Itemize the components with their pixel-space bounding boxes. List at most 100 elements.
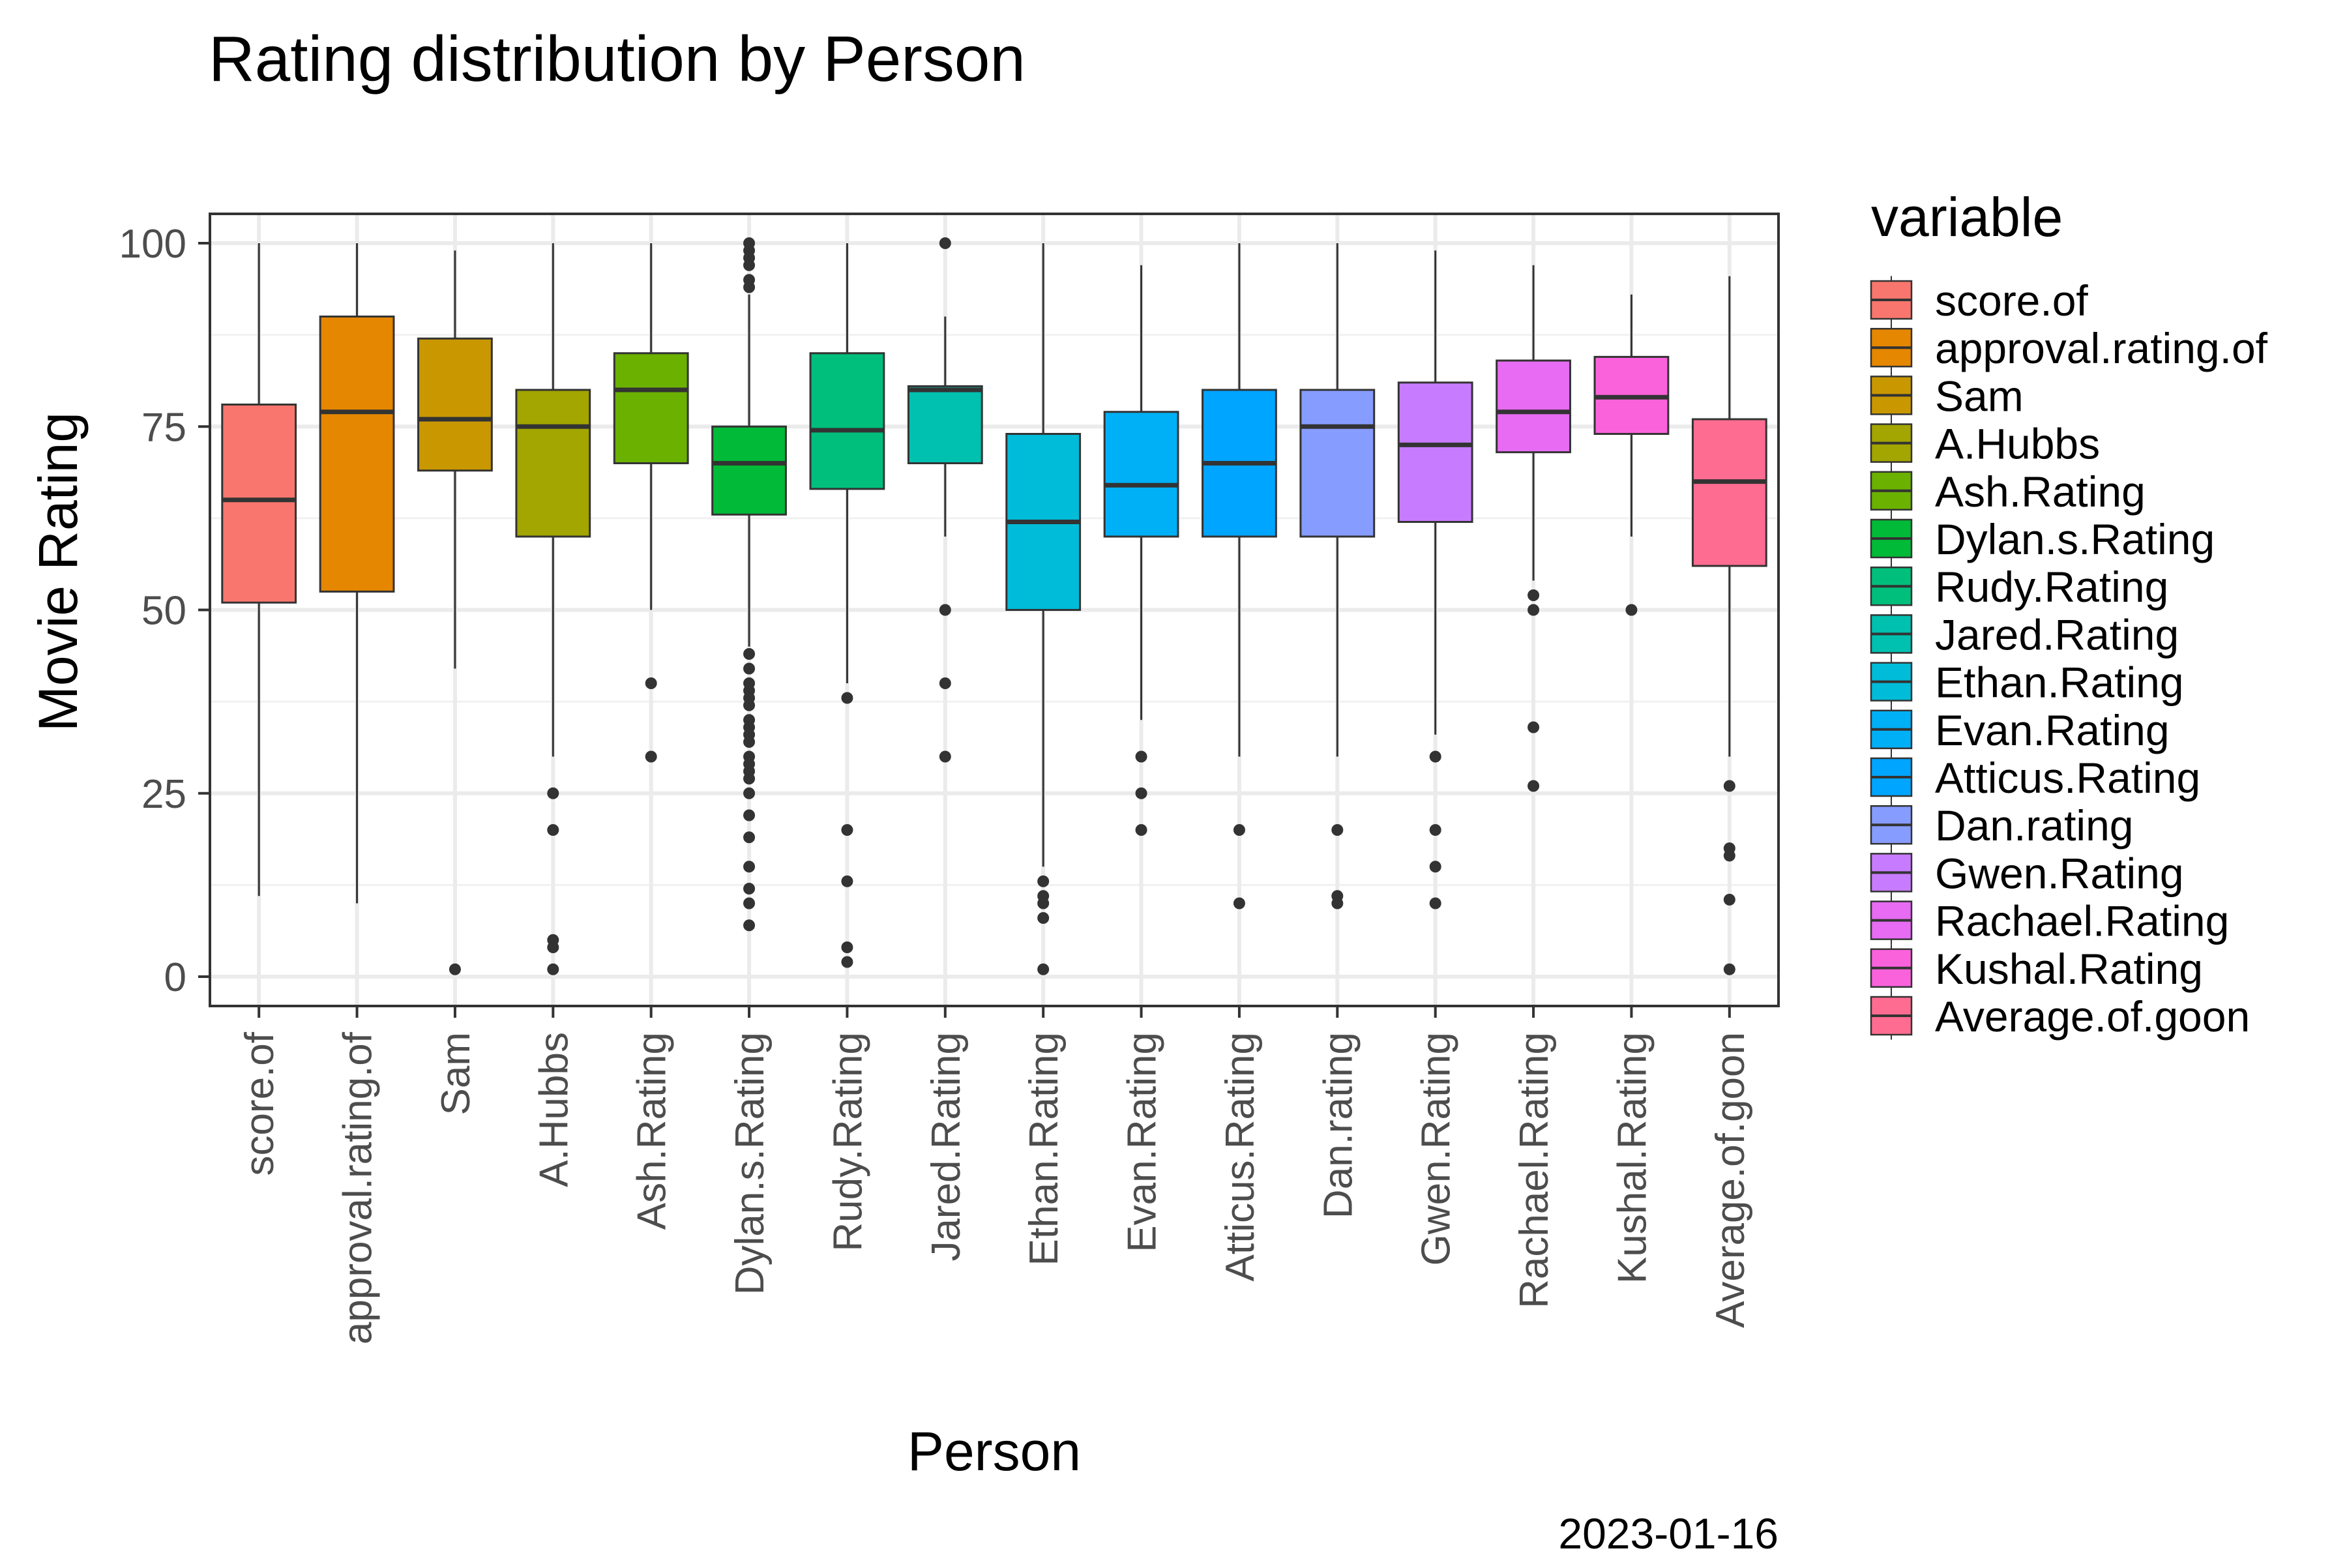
outlier-point	[1528, 721, 1540, 733]
outlier-point	[1331, 824, 1344, 836]
legend-label: Atticus.Rating	[1935, 754, 2200, 802]
legend-label: Gwen.Rating	[1935, 849, 2184, 897]
legend-label: Evan.Rating	[1935, 706, 2170, 754]
x-tick-label: Dylan.s.Rating	[728, 1032, 773, 1295]
x-tick-label: Rudy.Rating	[825, 1032, 870, 1252]
outlier-point	[1625, 604, 1638, 616]
box-iqr	[1496, 359, 1571, 454]
legend-label: Rachael.Rating	[1935, 897, 2229, 945]
outlier-point	[1723, 850, 1735, 862]
box-Jared.Rating	[907, 237, 983, 763]
legend-item-Rudy.Rating: Rudy.Rating	[1870, 562, 2168, 611]
box-score.of	[221, 243, 297, 896]
outlier-point	[1723, 893, 1735, 906]
legend-label: Average.of.goon	[1935, 992, 2250, 1041]
legend-item-Evan.Rating: Evan.Rating	[1870, 705, 2170, 754]
outlier-point	[743, 861, 756, 873]
outlier-point	[1429, 824, 1441, 836]
outlier-point	[547, 941, 559, 953]
legend-label: Dylan.s.Rating	[1935, 515, 2215, 563]
y-tick-label: 25	[141, 772, 186, 817]
box-iqr	[1397, 381, 1473, 523]
legend-item-Rachael.Rating: Rachael.Rating	[1870, 896, 2229, 945]
outlier-point	[743, 699, 756, 711]
legend-item-Ethan.Rating: Ethan.Rating	[1870, 658, 2184, 707]
outlier-point	[1723, 780, 1735, 792]
outlier-point	[1429, 897, 1441, 910]
box-iqr	[711, 425, 787, 516]
box-Ash.Rating	[613, 243, 689, 763]
outlier-point	[547, 787, 559, 799]
outlier-point	[645, 677, 657, 689]
caption-date: 2023-01-16	[1558, 1509, 1779, 1558]
x-tick-label: Dan.rating	[1316, 1032, 1361, 1219]
box-Dan.rating	[1299, 243, 1376, 910]
outlier-point	[1331, 897, 1344, 910]
outlier-point	[841, 956, 853, 968]
legend-label: score.of	[1935, 276, 2088, 325]
outlier-point	[939, 677, 951, 689]
box-Ethan.Rating	[1005, 243, 1082, 975]
outlier-point	[1528, 780, 1540, 792]
outlier-point	[743, 281, 756, 293]
legend-label: Ethan.Rating	[1935, 658, 2184, 707]
outlier-point	[743, 773, 756, 785]
x-tick-label: Atticus.Rating	[1218, 1032, 1263, 1282]
outlier-point	[645, 750, 657, 763]
outlier-point	[1233, 824, 1245, 836]
x-tick-label: Rachael.Rating	[1512, 1032, 1557, 1309]
box-approval.rating.of	[319, 243, 395, 904]
chart-title: Rating distribution by Person	[209, 23, 1026, 95]
legend-item-Gwen.Rating: Gwen.Rating	[1870, 848, 2184, 897]
outlier-point	[1037, 912, 1050, 924]
legend: variable score.ofapproval.rating.ofSamA.…	[1870, 186, 2268, 1041]
legend-label: Jared.Rating	[1935, 610, 2179, 658]
outlier-point	[1037, 963, 1050, 975]
outlier-point	[743, 809, 756, 821]
box-Rachael.Rating	[1496, 265, 1571, 792]
box-Atticus.Rating	[1202, 243, 1277, 910]
legend-label: Sam	[1935, 372, 2024, 420]
box-iqr	[319, 316, 395, 593]
outlier-point	[743, 883, 756, 895]
x-tick-label: A.Hubbs	[531, 1032, 576, 1187]
box-iqr	[1299, 389, 1376, 538]
x-tick-label: Gwen.Rating	[1414, 1032, 1459, 1265]
legend-label: approval.rating.of	[1935, 324, 2268, 372]
box-A.Hubbs	[515, 243, 591, 975]
outlier-point	[841, 824, 853, 836]
y-tick-label: 100	[119, 222, 186, 267]
legend-item-Ash.Rating: Ash.Rating	[1870, 467, 2146, 516]
outlier-point	[1037, 897, 1050, 910]
legend-item-Dylan.s.Rating: Dylan.s.Rating	[1870, 514, 2215, 563]
outlier-point	[743, 919, 756, 932]
outlier-point	[1429, 750, 1441, 763]
box-Kushal.Rating	[1593, 294, 1670, 616]
legend-item-Dan.rating: Dan.rating	[1870, 801, 2134, 850]
legend-item-Average.of.goon: Average.of.goon	[1870, 992, 2250, 1041]
outlier-point	[1528, 589, 1540, 601]
box-iqr	[221, 404, 297, 604]
box-Sam	[417, 250, 493, 975]
outlier-point	[841, 875, 853, 887]
outlier-point	[743, 259, 756, 271]
box-iqr	[907, 385, 983, 464]
y-tick-label: 75	[141, 405, 186, 450]
outlier-point	[1723, 963, 1735, 975]
box-iqr	[1103, 411, 1179, 538]
legend-item-Jared.Rating: Jared.Rating	[1870, 610, 2179, 658]
outlier-point	[1429, 861, 1441, 873]
box-iqr	[809, 352, 885, 490]
y-tick-label: 50	[141, 589, 186, 634]
legend-title: variable	[1871, 186, 2063, 248]
box-iqr	[1691, 418, 1767, 567]
outlier-point	[547, 824, 559, 836]
x-tick-label: Jared.Rating	[924, 1032, 969, 1262]
legend-item-Sam: Sam	[1870, 371, 2024, 420]
legend-item-score.of: score.of	[1870, 276, 2088, 325]
outlier-point	[547, 963, 559, 975]
box-Average.of.goon	[1691, 276, 1767, 975]
box-iqr	[613, 352, 689, 464]
